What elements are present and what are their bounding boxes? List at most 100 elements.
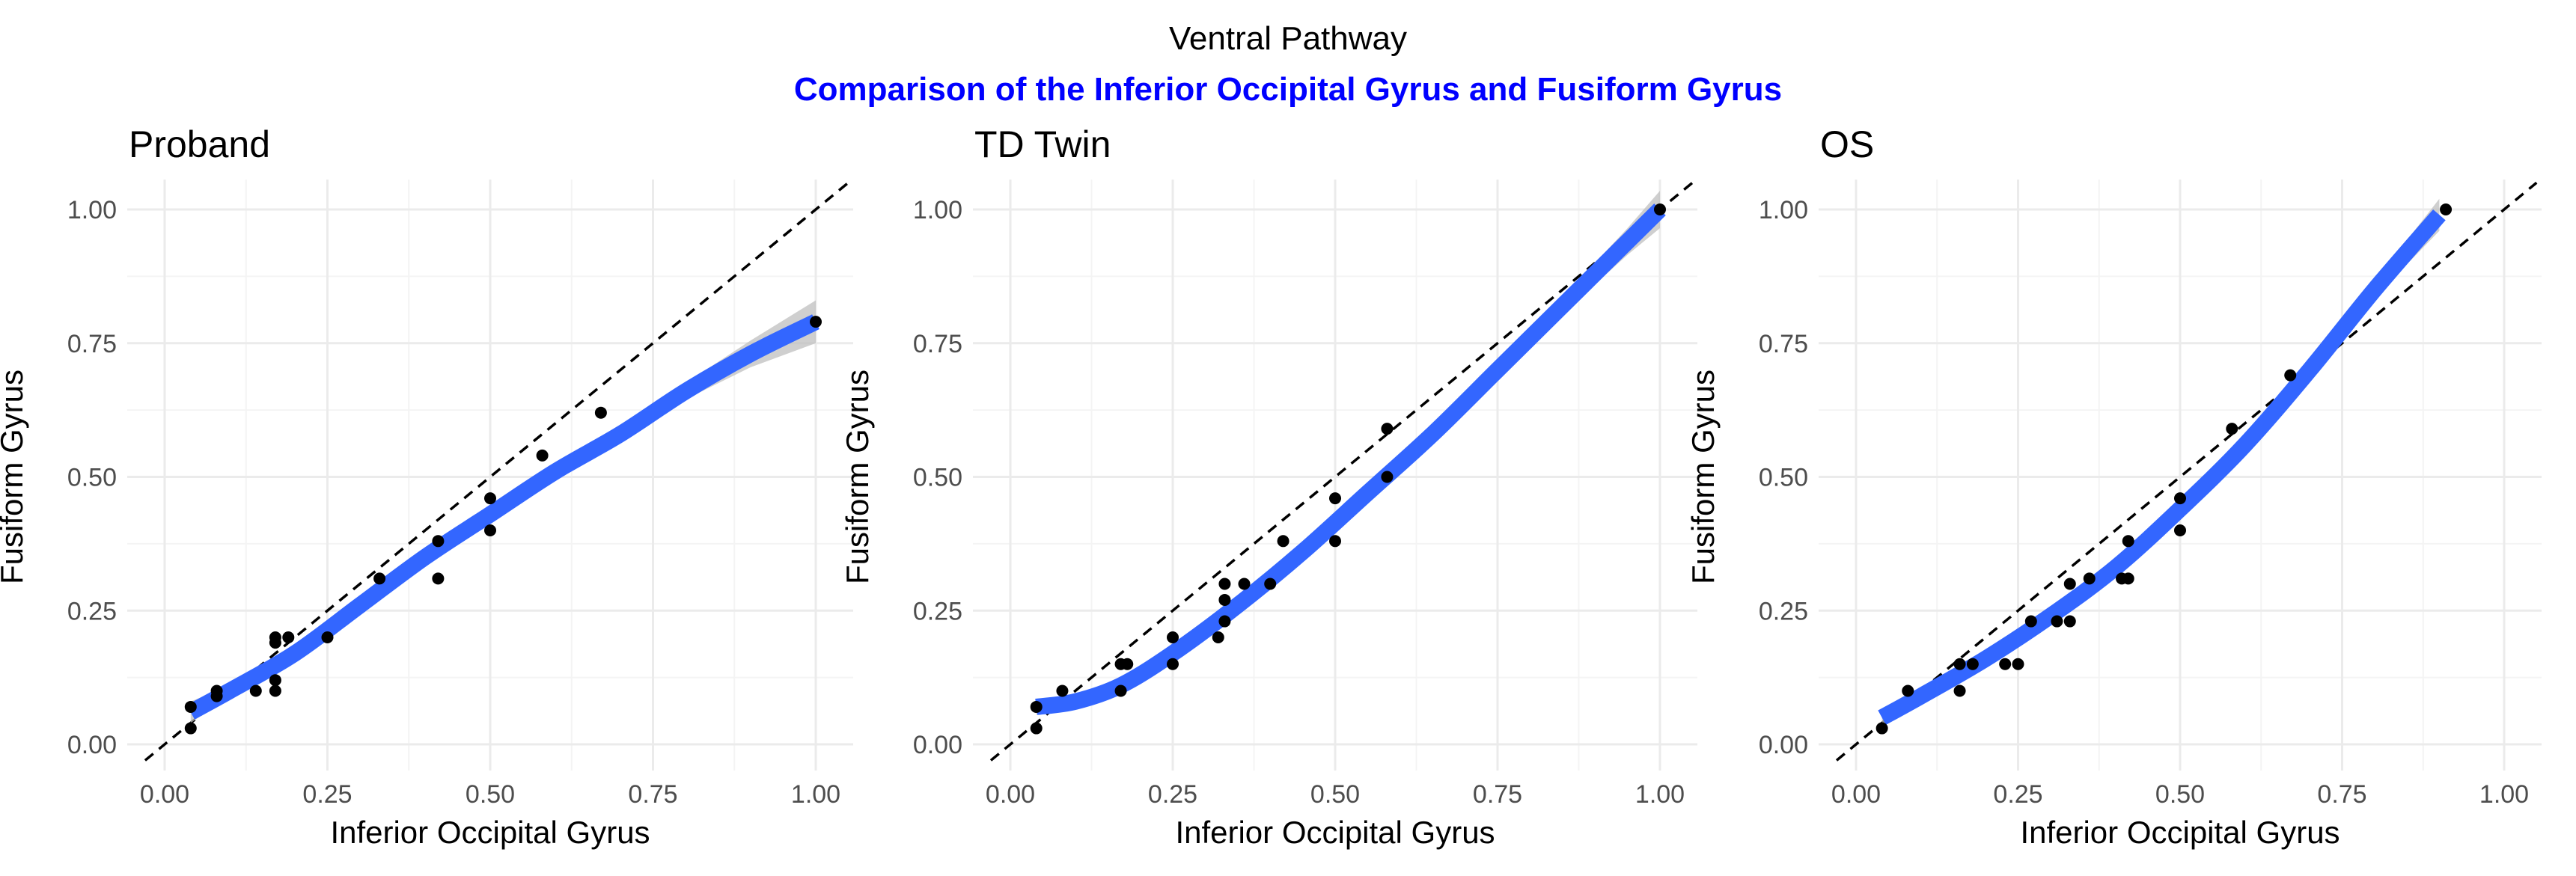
- data-point: [1030, 700, 1043, 713]
- data-point: [432, 535, 445, 548]
- y-tick-label: 0.25: [913, 597, 962, 625]
- y-tick-label: 1.00: [67, 196, 117, 224]
- data-point: [2122, 535, 2134, 548]
- y-tick-label: 0.25: [67, 597, 117, 625]
- x-tick-label: 0.25: [1993, 780, 2042, 809]
- data-point: [1218, 593, 1231, 606]
- figure-subtitle: Comparison of the Inferior Occipital Gyr…: [794, 71, 1782, 108]
- x-tick-label: 1.00: [2479, 780, 2529, 809]
- data-point: [184, 722, 197, 735]
- data-point: [810, 316, 822, 328]
- x-tick-label: 1.00: [1635, 780, 1685, 809]
- data-point: [1212, 631, 1224, 643]
- x-tick-label: 0.75: [2317, 780, 2366, 809]
- identity-reference-line: [1835, 181, 2538, 762]
- data-point: [1381, 471, 1394, 483]
- x-tick-label: 0.75: [628, 780, 677, 809]
- data-point: [1030, 722, 1043, 735]
- y-tick-label: 0.25: [1759, 597, 1808, 625]
- data-point: [1875, 722, 1888, 735]
- data-point: [432, 572, 445, 585]
- fit-line: [186, 314, 820, 720]
- y-tick-label: 0.50: [67, 464, 117, 492]
- data-point: [1329, 492, 1341, 505]
- x-tick-label: 0.50: [1310, 780, 1360, 809]
- data-point: [321, 631, 334, 643]
- data-point: [1999, 658, 2012, 670]
- data-point: [536, 449, 549, 462]
- figure-title: Ventral Pathway: [1169, 20, 1407, 57]
- x-axis-label: Inferior Occipital Gyrus: [1175, 815, 1495, 850]
- data-point: [269, 674, 281, 687]
- plot-area: [1835, 181, 2538, 762]
- data-point: [484, 492, 496, 505]
- data-point: [1902, 684, 1914, 697]
- data-point: [2051, 615, 2063, 628]
- x-tick-label: 0.75: [1473, 780, 1522, 809]
- data-point: [1238, 578, 1251, 590]
- fit-line: [1035, 203, 1666, 715]
- y-tick-label: 0.75: [1759, 330, 1808, 358]
- grid: [973, 180, 1697, 771]
- data-point: [269, 684, 281, 697]
- data-point: [1966, 658, 1979, 670]
- panel-2: 0.00 0.25 0.50 0.75 1.00 0.00 0.25 0.50 0.75 1.00…: [840, 123, 1697, 850]
- y-axis-label: Fusiform Gyrus: [0, 370, 29, 584]
- data-point: [2012, 658, 2024, 670]
- data-point: [1953, 658, 1966, 670]
- data-point: [2174, 492, 2186, 505]
- x-tick-label: 0.50: [2155, 780, 2205, 809]
- data-point: [2284, 369, 2297, 382]
- plot-area: [144, 181, 849, 762]
- y-tick-label: 1.00: [1759, 196, 1808, 224]
- data-point: [1167, 631, 1179, 643]
- y-tick-label: 0.50: [913, 464, 962, 492]
- data-point: [269, 631, 281, 643]
- y-tick-label: 0.00: [913, 731, 962, 759]
- grid: [127, 180, 853, 771]
- data-point: [282, 631, 295, 643]
- y-axis-label: Fusiform Gyrus: [840, 370, 875, 584]
- data-point: [210, 684, 223, 697]
- panel-3: 0.00 0.25 0.50 0.75 1.00 0.00 0.25 0.50 0.75 1.00…: [1685, 123, 2542, 850]
- data-point: [1167, 658, 1179, 670]
- y-tick-label: 0.00: [1759, 731, 1808, 759]
- panel-title: OS: [1820, 123, 1874, 165]
- x-axis-label: Inferior Occipital Gyrus: [2020, 815, 2340, 850]
- y-tick-label: 0.50: [1759, 464, 1808, 492]
- data-point: [1654, 203, 1666, 215]
- data-point: [1056, 684, 1069, 697]
- y-tick-label: 0.00: [67, 731, 117, 759]
- data-point: [1953, 684, 1966, 697]
- fit-confidence-ribbon: [1036, 190, 1660, 715]
- plot-area: [989, 181, 1694, 762]
- data-point: [249, 684, 262, 697]
- x-tick-label: 0.25: [1148, 780, 1197, 809]
- data-point: [1114, 684, 1127, 697]
- x-tick-label: 0.00: [1831, 780, 1881, 809]
- data-point: [2024, 615, 2037, 628]
- x-tick-label: 0.50: [466, 780, 515, 809]
- data-point: [594, 406, 607, 419]
- data-point: [2122, 572, 2134, 585]
- y-tick-label: 1.00: [913, 196, 962, 224]
- y-axis-label: Fusiform Gyrus: [1685, 370, 1721, 584]
- data-point: [2440, 203, 2453, 215]
- data-point: [1264, 578, 1277, 590]
- data-point: [1218, 615, 1231, 628]
- identity-reference-line: [989, 181, 1694, 762]
- x-tick-label: 0.00: [140, 780, 189, 809]
- fit-confidence-ribbon: [1881, 198, 2440, 726]
- data-point: [2083, 572, 2096, 585]
- x-tick-label: 1.00: [791, 780, 840, 809]
- panel-title: TD Twin: [974, 123, 1111, 165]
- fit-line: [1878, 209, 2446, 725]
- y-tick-label: 0.75: [67, 330, 117, 358]
- data-point: [184, 700, 197, 713]
- x-tick-label: 0.00: [986, 780, 1035, 809]
- data-point: [2063, 615, 2076, 628]
- x-axis-label: Inferior Occipital Gyrus: [330, 815, 650, 850]
- panel-1: 0.00 0.25 0.50 0.75 1.00 0.00 0.25 0.50 0.75 1.00…: [0, 123, 853, 850]
- data-point: [1277, 535, 1289, 548]
